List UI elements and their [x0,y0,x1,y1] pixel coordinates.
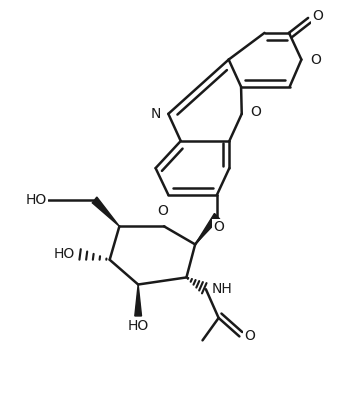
Text: O: O [157,204,168,218]
Text: O: O [250,105,261,119]
Text: HO: HO [54,247,75,261]
Polygon shape [92,197,119,226]
Text: O: O [310,53,321,67]
Polygon shape [195,213,219,244]
Text: N: N [151,107,161,121]
Text: HO: HO [25,193,47,207]
Text: NH: NH [212,282,233,296]
Text: HO: HO [127,319,149,333]
Text: O: O [244,329,255,343]
Text: O: O [213,220,224,234]
Text: O: O [312,9,323,23]
Polygon shape [135,284,142,316]
